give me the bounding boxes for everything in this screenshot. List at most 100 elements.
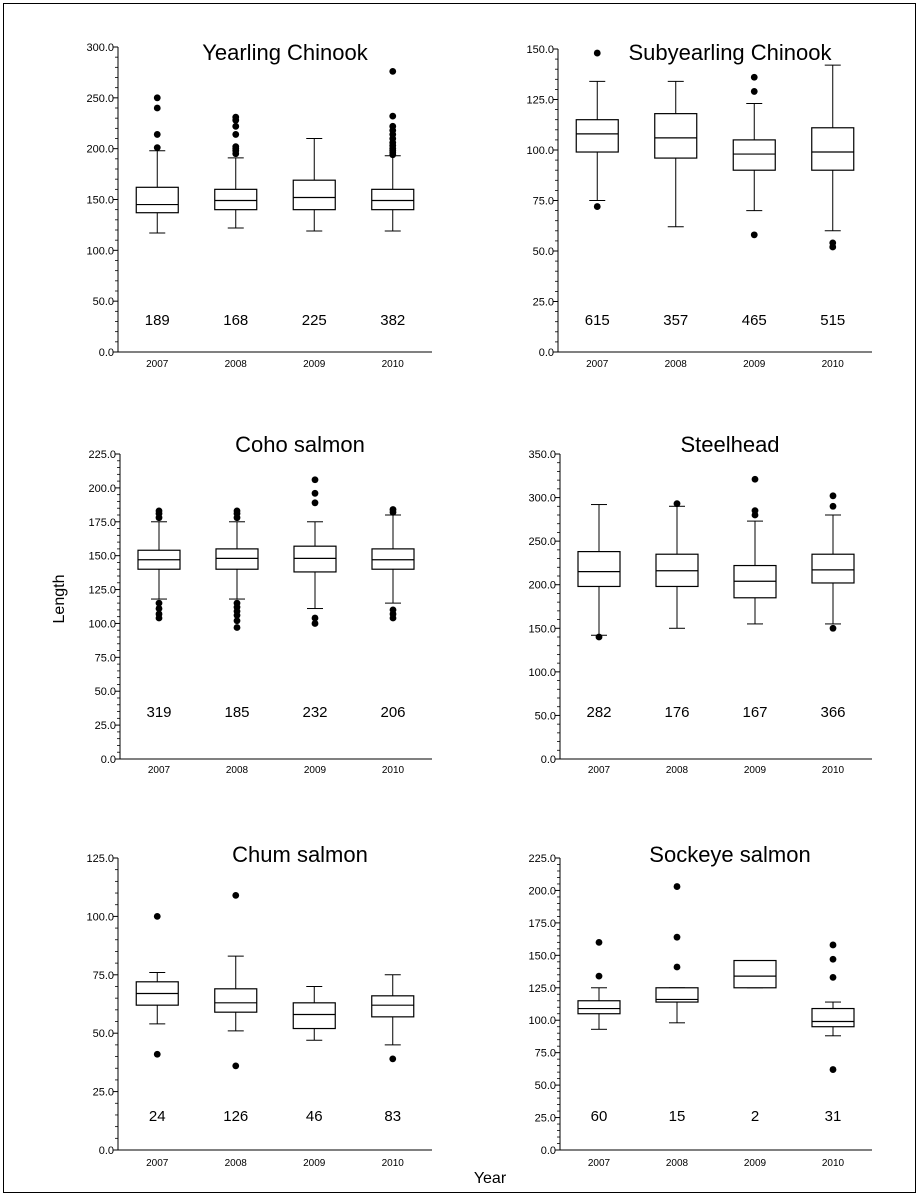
outlier-point: [153, 144, 161, 152]
y-tick-label: 0.0: [99, 347, 114, 359]
outlier-point: [673, 963, 681, 971]
y-tick-label: 50.0: [93, 296, 114, 308]
sample-count: 185: [224, 704, 249, 721]
box-2010: [371, 68, 415, 232]
outlier-point: [232, 113, 240, 121]
outlier-point: [829, 492, 837, 500]
iqr-box: [214, 188, 258, 211]
y-axis-label: Length: [51, 574, 68, 624]
outlier-point: [829, 941, 837, 949]
y-tick-label: 0.0: [539, 347, 554, 359]
sample-count: 465: [742, 312, 767, 329]
chart-title: Coho salmon: [235, 432, 365, 457]
sample-count: 615: [585, 312, 610, 329]
box-2007: [135, 913, 179, 1058]
outlier-point: [829, 239, 837, 247]
sample-count: 189: [145, 312, 170, 329]
sample-count: 2: [751, 1108, 759, 1125]
box-2010: [371, 506, 415, 622]
outlier-point: [389, 68, 397, 75]
figure-frame: [3, 3, 916, 1193]
outlier-point: [232, 1062, 240, 1070]
box-2010: [811, 941, 855, 1073]
iqr-box: [214, 988, 258, 1013]
chart-title: Sockeye salmon: [649, 842, 810, 867]
sample-count: 46: [306, 1108, 323, 1125]
x-tick-label: 2007: [588, 1158, 611, 1169]
y-tick-label: 50.0: [533, 246, 554, 258]
box-2009: [293, 476, 337, 627]
x-tick-label: 2009: [744, 765, 767, 776]
y-tick-label: 350.0: [528, 449, 556, 461]
y-tick-label: 75.0: [535, 1048, 556, 1060]
x-tick-label: 2008: [666, 765, 689, 776]
y-tick-label: 0.0: [541, 1145, 556, 1157]
iqr-box: [292, 179, 336, 211]
outlier-point: [673, 500, 681, 508]
sample-count: 24: [149, 1108, 166, 1125]
x-tick-label: 2008: [665, 359, 688, 370]
iqr-box: [215, 548, 259, 570]
sample-count: 232: [302, 704, 327, 721]
x-tick-label: 2007: [586, 359, 609, 370]
x-axis-label: Year: [473, 1170, 507, 1187]
outlier-point: [750, 231, 758, 239]
outlier-point: [155, 507, 163, 515]
y-tick-label: 150.0: [528, 623, 556, 635]
outlier-point: [311, 614, 319, 622]
outlier-point: [673, 933, 681, 941]
outlier-point: [595, 633, 603, 641]
y-tick-label: 125.0: [526, 95, 554, 107]
chart-panel: 0.0 25.0 50.0 75.0 100.0 125.0 150.0 Subyearlin…: [526, 40, 872, 370]
outlier-point: [829, 624, 837, 632]
iqr-box: [292, 1002, 336, 1030]
outlier-point: [593, 49, 601, 57]
y-tick-label: 75.0: [533, 196, 554, 208]
box-2010: [811, 64, 855, 251]
outlier-point: [829, 1066, 837, 1073]
y-tick-label: 100.0: [86, 245, 114, 257]
sample-count: 225: [302, 312, 327, 329]
iqr-box: [577, 550, 621, 588]
outlier-point: [153, 104, 161, 112]
y-tick-label: 50.0: [93, 1028, 114, 1040]
y-tick-label: 0.0: [541, 754, 556, 766]
x-tick-label: 2010: [382, 359, 405, 370]
x-tick-label: 2008: [666, 1158, 689, 1169]
outlier-point: [153, 131, 161, 138]
chart-panel: 0.0 50.0 100.0 150.0 200.0 250.0 300.0 Yearling…: [86, 40, 432, 370]
outlier-point: [829, 955, 837, 963]
chart-panel: 0.0 50.0 100.0 150.0 200.0 250.0 300.0 350.0 Ste…: [528, 432, 872, 776]
box-2007: [135, 94, 179, 234]
chart-title: Subyearling Chinook: [628, 40, 832, 65]
sample-count: 366: [820, 704, 845, 721]
iqr-box: [371, 995, 415, 1018]
y-tick-label: 225.0: [528, 853, 556, 865]
outlier-point: [389, 1055, 397, 1063]
x-tick-label: 2007: [148, 765, 171, 776]
outlier-point: [595, 938, 603, 946]
outlier-point: [232, 143, 240, 151]
y-tick-label: 200.0: [528, 580, 556, 592]
box-2008: [655, 883, 699, 1024]
outlier-point: [751, 475, 759, 483]
sample-count: 515: [820, 312, 845, 329]
box-2008: [654, 80, 698, 228]
y-tick-label: 175.0: [528, 918, 556, 930]
outlier-point: [233, 624, 241, 631]
box-2009: [733, 959, 777, 989]
y-tick-label: 100.0: [528, 667, 556, 679]
outlier-point: [155, 610, 163, 618]
x-tick-label: 2008: [225, 359, 248, 370]
y-tick-label: 0.0: [101, 754, 116, 766]
x-tick-label: 2009: [303, 1158, 326, 1169]
y-tick-label: 250.0: [528, 536, 556, 548]
box-2007: [575, 49, 619, 210]
sample-count: 126: [223, 1108, 248, 1125]
x-tick-label: 2009: [743, 359, 766, 370]
y-tick-label: 200.0: [86, 144, 114, 156]
outlier-point: [829, 502, 837, 510]
iqr-box: [733, 959, 777, 989]
sample-count: 176: [664, 704, 689, 721]
y-tick-label: 100.0: [528, 1015, 556, 1027]
